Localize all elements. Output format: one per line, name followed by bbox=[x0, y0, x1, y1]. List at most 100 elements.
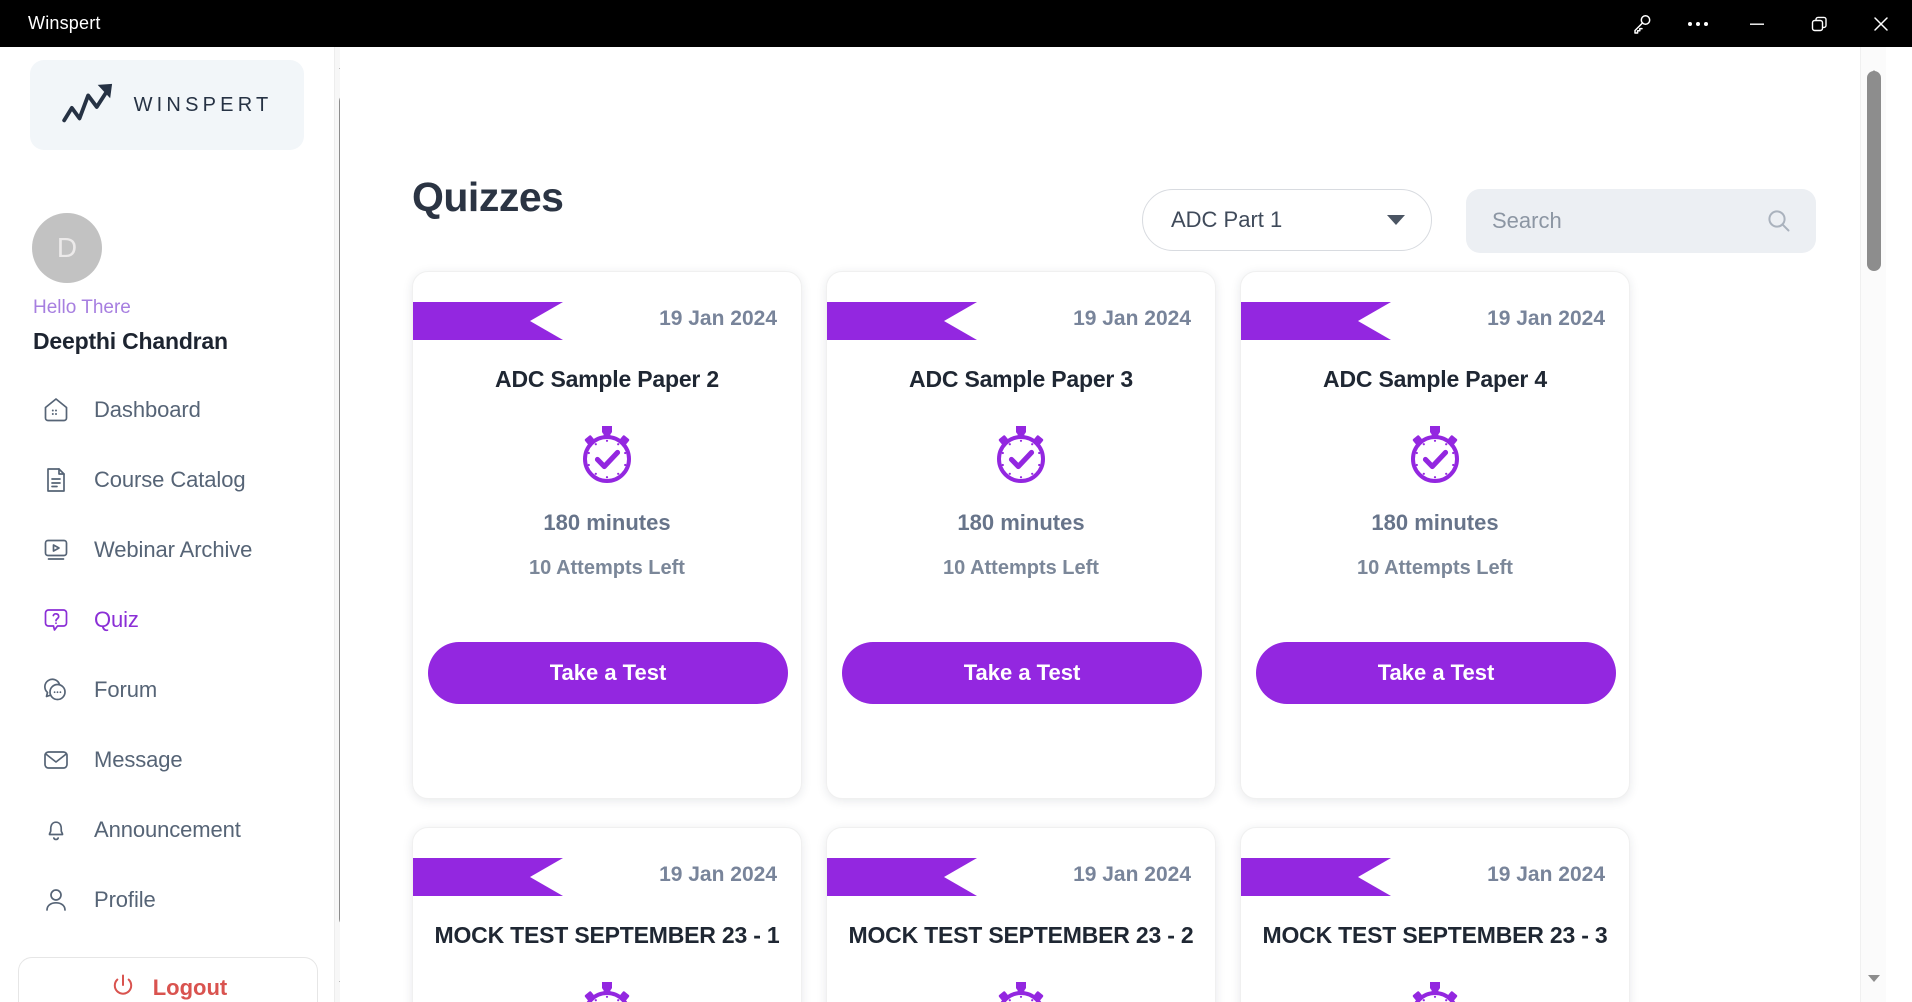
ribbon-banner bbox=[1241, 858, 1391, 896]
quiz-date: 19 Jan 2024 bbox=[659, 307, 777, 330]
stopwatch-check-icon bbox=[1398, 416, 1472, 490]
quiz-card-grid: 19 Jan 2024 ADC Sample Paper 2 bbox=[412, 271, 1852, 1002]
search-input[interactable] bbox=[1492, 208, 1742, 234]
quiz-title: MOCK TEST SEPTEMBER 23 - 1 bbox=[434, 922, 780, 948]
quiz-card[interactable]: 19 Jan 2024 ADC Sample Paper 2 bbox=[412, 271, 802, 799]
stopwatch-check-icon bbox=[570, 972, 644, 1002]
quiz-card[interactable]: 19 Jan 2024 MOCK TEST SEPTEMBER 23 - 1 bbox=[412, 827, 802, 1002]
sidebar-item-label: Profile bbox=[94, 887, 156, 912]
quiz-card[interactable]: 19 Jan 2024 ADC Sample Paper 3 bbox=[826, 271, 1216, 799]
quiz-attempts: 10 Attempts Left bbox=[1357, 557, 1513, 579]
quiz-attempts: 10 Attempts Left bbox=[943, 557, 1099, 579]
quiz-title: ADC Sample Paper 3 bbox=[909, 366, 1133, 392]
sidebar: WINSPERT D Hello There Deepthi Chandran … bbox=[0, 47, 340, 1002]
sidebar-item-webinar-archive[interactable]: Webinar Archive bbox=[0, 515, 340, 585]
quiz-card[interactable]: 19 Jan 2024 MOCK TEST SEPTEMBER 23 - 2 bbox=[826, 827, 1216, 1002]
home-icon bbox=[40, 394, 72, 426]
ribbon-banner bbox=[827, 858, 977, 896]
sidebar-item-label: Course Catalog bbox=[94, 467, 246, 492]
quiz-duration: 180 minutes bbox=[543, 510, 671, 535]
take-a-test-button[interactable]: Take a Test bbox=[428, 642, 788, 704]
main-scrollbar[interactable] bbox=[1860, 47, 1886, 1002]
more-icon[interactable] bbox=[1670, 0, 1726, 47]
minimize-icon[interactable] bbox=[1726, 0, 1788, 47]
greeting-text: Hello There bbox=[33, 297, 131, 318]
brand-name: WINSPERT bbox=[133, 93, 273, 116]
quiz-date: 19 Jan 2024 bbox=[1073, 863, 1191, 886]
page-title: Quizzes bbox=[412, 174, 564, 220]
sidebar-scroll-thumb[interactable] bbox=[339, 95, 340, 925]
quiz-attempts: 10 Attempts Left bbox=[529, 557, 685, 579]
sidebar-item-profile[interactable]: Profile bbox=[0, 865, 340, 935]
app-body: WINSPERT D Hello There Deepthi Chandran … bbox=[0, 47, 1912, 1002]
ribbon-banner bbox=[413, 302, 563, 340]
logout-label: Logout bbox=[152, 975, 228, 1000]
quiz-date: 19 Jan 2024 bbox=[1487, 307, 1605, 330]
quiz-duration: 180 minutes bbox=[1371, 510, 1499, 535]
key-icon[interactable] bbox=[1614, 0, 1670, 47]
avatar[interactable]: D bbox=[32, 213, 102, 283]
sidebar-item-message[interactable]: Message bbox=[0, 725, 340, 795]
main-scroll-up-icon[interactable] bbox=[1868, 53, 1880, 77]
stopwatch-check-icon bbox=[570, 416, 644, 490]
sidebar-item-label: Message bbox=[94, 747, 183, 772]
power-icon bbox=[109, 972, 137, 1002]
quiz-date: 19 Jan 2024 bbox=[1073, 307, 1191, 330]
stopwatch-check-icon bbox=[984, 972, 1058, 1002]
sidebar-item-course-catalog[interactable]: Course Catalog bbox=[0, 445, 340, 515]
sidebar-item-label: Dashboard bbox=[94, 397, 201, 422]
stopwatch-check-icon bbox=[984, 416, 1058, 490]
bell-icon bbox=[40, 814, 72, 846]
document-icon bbox=[40, 464, 72, 496]
take-a-test-button[interactable]: Take a Test bbox=[842, 642, 1202, 704]
quiz-card[interactable]: 19 Jan 2024 MOCK TEST SEPTEMBER 23 - 3 bbox=[1240, 827, 1630, 1002]
quiz-title: MOCK TEST SEPTEMBER 23 - 3 bbox=[1262, 922, 1608, 948]
sidebar-item-forum[interactable]: Forum bbox=[0, 655, 340, 725]
course-filter-value: ADC Part 1 bbox=[1171, 207, 1283, 232]
sidebar-item-label: Announcement bbox=[94, 817, 241, 842]
close-icon[interactable] bbox=[1850, 0, 1912, 47]
ribbon-banner bbox=[1241, 302, 1391, 340]
main-scroll-thumb[interactable] bbox=[1867, 71, 1881, 271]
search-icon[interactable] bbox=[1764, 206, 1794, 236]
chevron-down-icon bbox=[1387, 215, 1405, 225]
sidebar-scrollbar[interactable] bbox=[334, 47, 340, 1002]
quiz-duration: 180 minutes bbox=[957, 510, 1085, 535]
avatar-initial: D bbox=[56, 232, 78, 263]
envelope-icon bbox=[40, 744, 72, 776]
search-box[interactable] bbox=[1466, 189, 1816, 253]
video-icon bbox=[40, 534, 72, 566]
quiz-title: MOCK TEST SEPTEMBER 23 - 2 bbox=[848, 922, 1194, 948]
ribbon-banner bbox=[827, 302, 977, 340]
course-filter-select[interactable]: ADC Part 1 bbox=[1142, 189, 1432, 251]
sidebar-item-label: Forum bbox=[94, 677, 158, 702]
question-icon bbox=[40, 604, 72, 636]
sidebar-item-announcement[interactable]: Announcement bbox=[0, 795, 340, 865]
user-name: Deepthi Chandran bbox=[33, 328, 228, 354]
stopwatch-check-icon bbox=[1398, 972, 1472, 1002]
sidebar-item-dashboard[interactable]: Dashboard bbox=[0, 375, 340, 445]
ribbon-banner bbox=[413, 858, 563, 896]
quiz-date: 19 Jan 2024 bbox=[659, 863, 777, 886]
quiz-title: ADC Sample Paper 4 bbox=[1323, 366, 1547, 392]
winspert-arrow-icon bbox=[61, 83, 112, 123]
sidebar-scroll-down-icon[interactable] bbox=[339, 978, 340, 990]
quiz-date: 19 Jan 2024 bbox=[1487, 863, 1605, 886]
sidebar-scroll-up-icon[interactable] bbox=[339, 59, 340, 71]
main-scroll-down-icon[interactable] bbox=[1868, 975, 1880, 999]
main-content: Quizzes ADC Part 1 19 Jan 2024 ADC Sampl… bbox=[356, 47, 1886, 1002]
take-a-test-button[interactable]: Take a Test bbox=[1256, 642, 1616, 704]
logout-button[interactable]: Logout bbox=[18, 957, 318, 1002]
user-icon bbox=[40, 884, 72, 916]
brand-logo[interactable]: WINSPERT bbox=[30, 60, 304, 150]
chat-icon bbox=[40, 674, 72, 706]
app-title: Winspert bbox=[28, 13, 101, 33]
sidebar-nav: Dashboard Course Catalog bbox=[0, 375, 340, 935]
sidebar-item-label: Quiz bbox=[94, 607, 139, 632]
sidebar-item-label: Webinar Archive bbox=[94, 537, 253, 562]
more-dots bbox=[1688, 21, 1708, 26]
restore-icon[interactable] bbox=[1788, 0, 1850, 47]
quiz-card[interactable]: 19 Jan 2024 ADC Sample Paper 4 bbox=[1240, 271, 1630, 799]
quiz-title: ADC Sample Paper 2 bbox=[495, 366, 719, 392]
sidebar-item-quiz[interactable]: Quiz bbox=[0, 585, 340, 655]
